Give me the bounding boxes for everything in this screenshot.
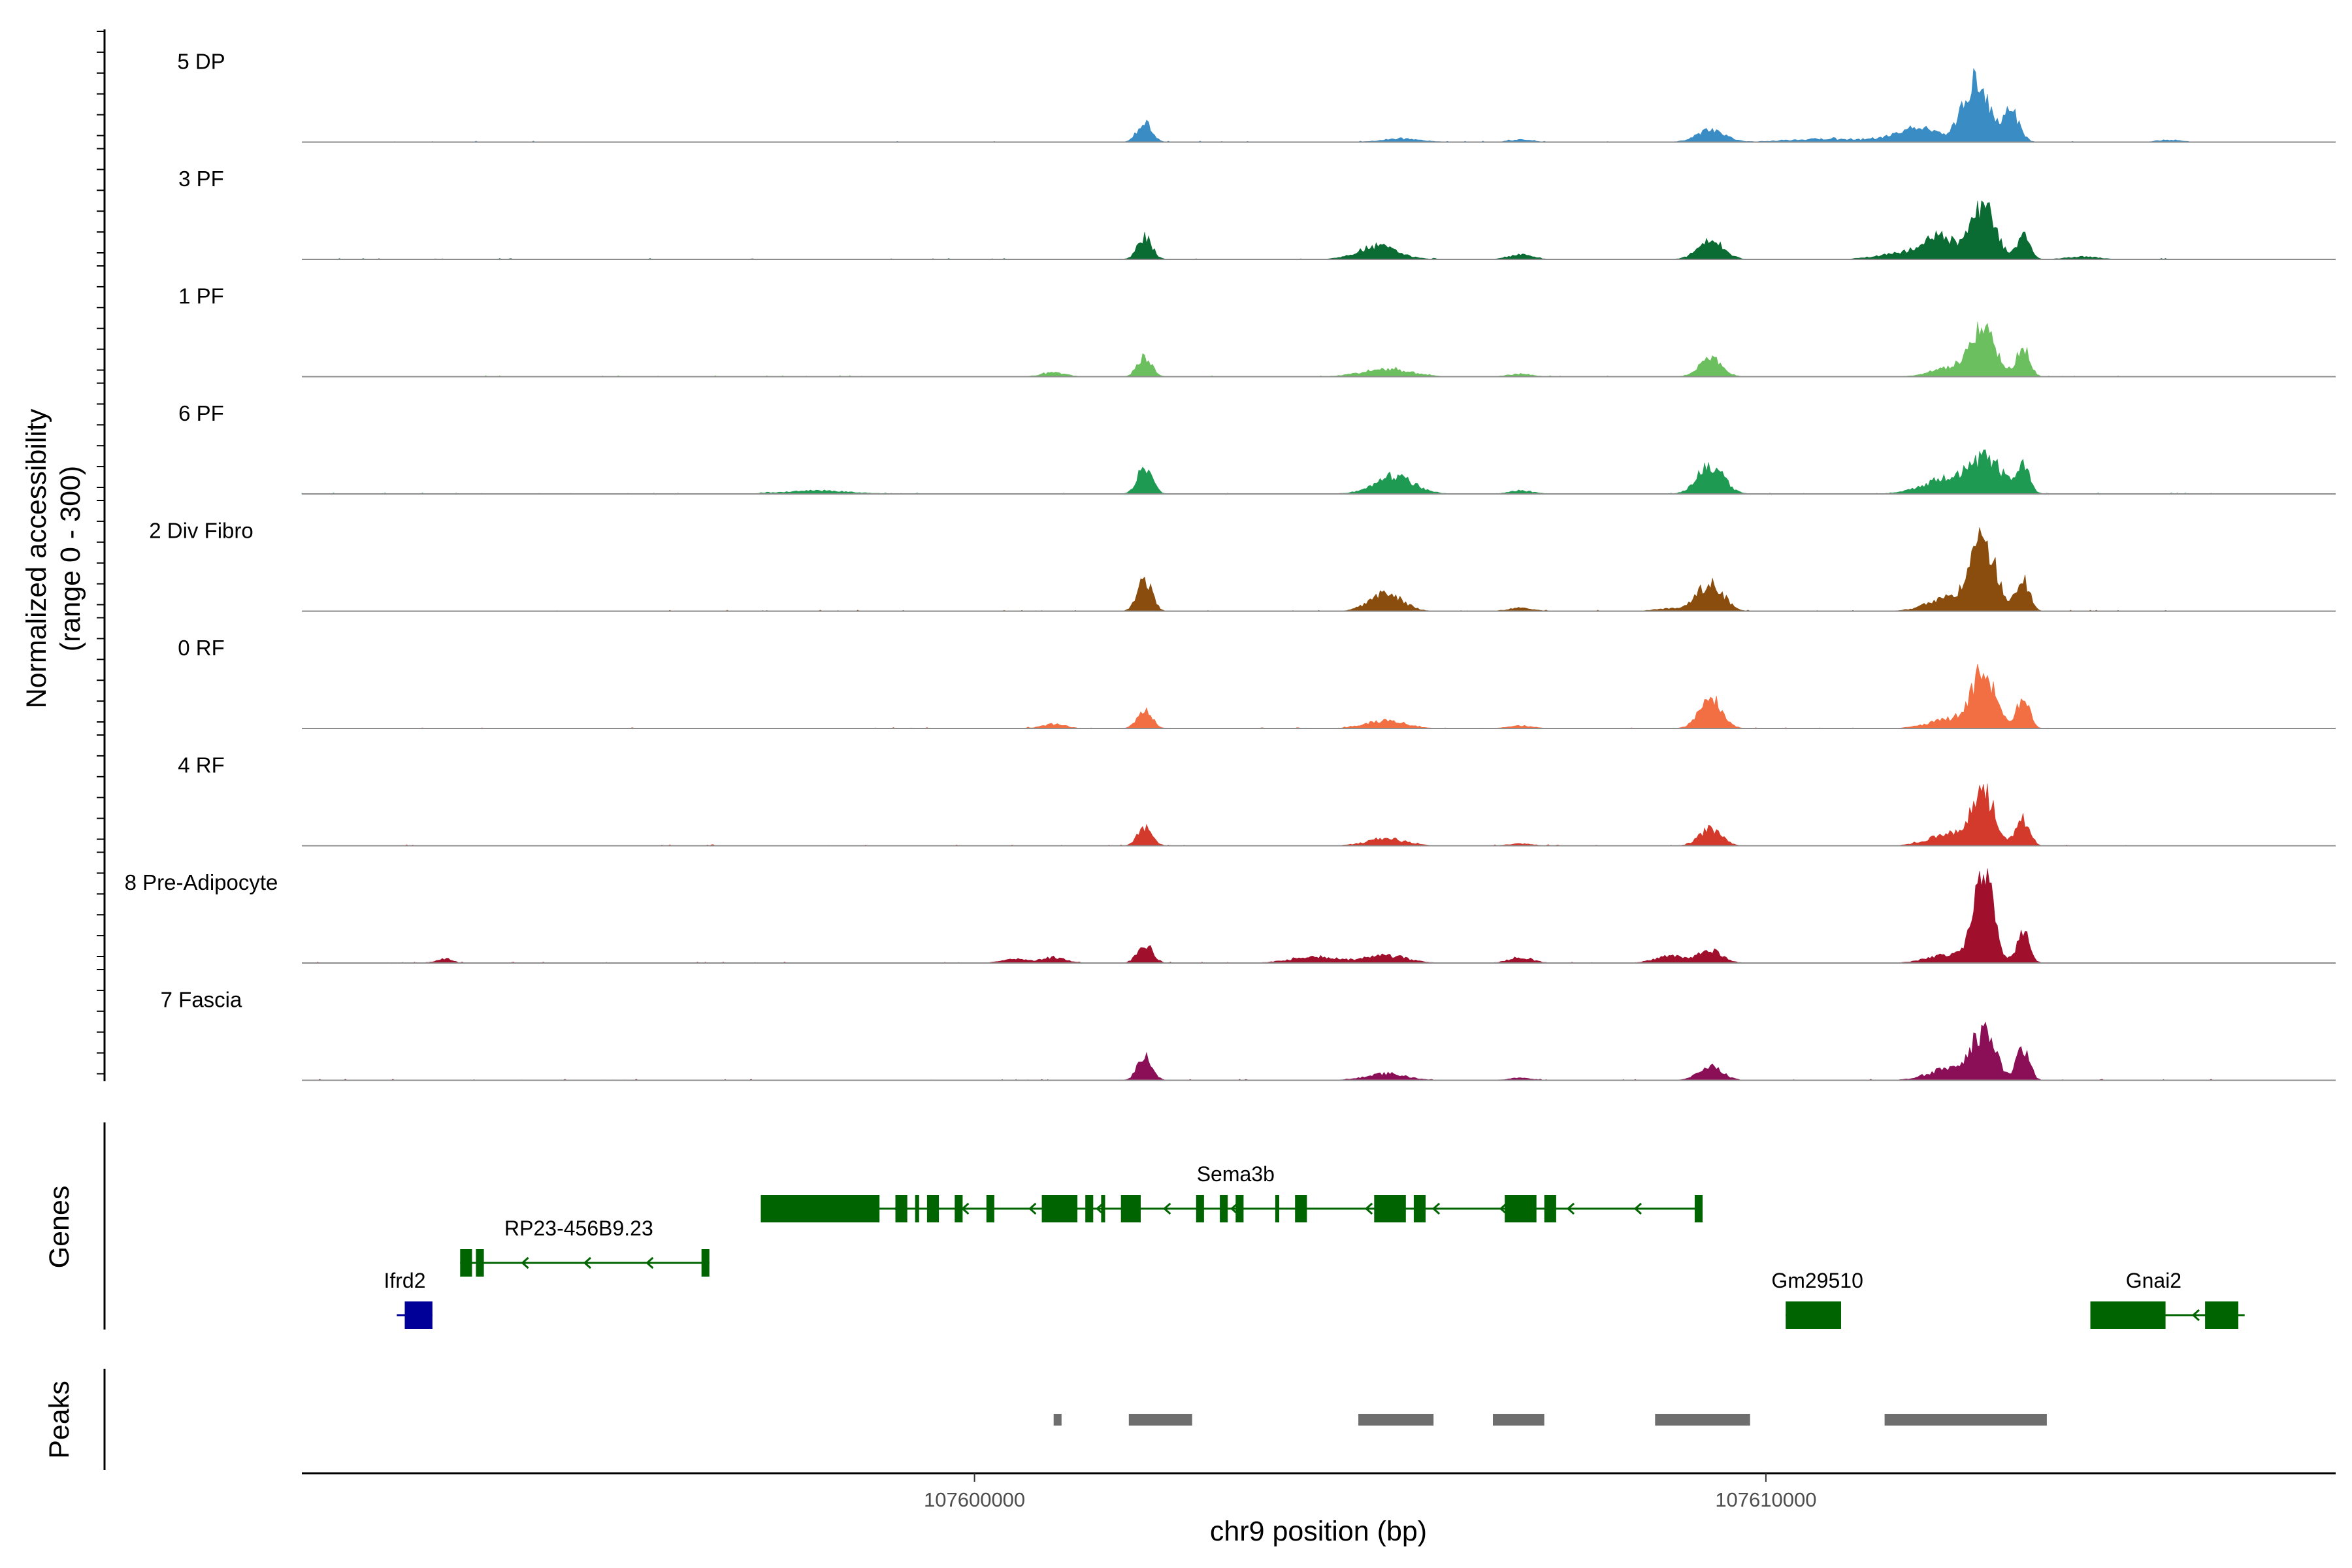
track-label: 7 Fascia [161, 988, 242, 1012]
track-label: 3 PF [178, 167, 224, 191]
gene-exon [1101, 1195, 1105, 1222]
gene-exon [915, 1195, 919, 1222]
gene-exon [926, 1195, 939, 1222]
gene-rp23-456b9-23: RP23-456B9.23 [460, 1217, 710, 1277]
strand-arrow [1028, 1202, 1037, 1215]
track-2-div-fibro: 2 Div Fibro [149, 519, 2336, 612]
track-0-rf: 0 RF [178, 636, 2336, 729]
track-label: 2 Div Fibro [149, 519, 253, 543]
track-label: 6 PF [178, 401, 224, 425]
track-label: 5 DP [177, 50, 225, 74]
x-axis-title: chr9 position (bp) [1210, 1516, 1427, 1547]
gene-exon [1374, 1195, 1406, 1222]
strand-arrow [1431, 1202, 1441, 1215]
gene-label: Ifrd2 [384, 1269, 425, 1292]
gene-exon [1085, 1195, 1094, 1222]
gene-exon [1275, 1195, 1279, 1222]
genes-panel-title: Genes [44, 1186, 75, 1269]
strand-arrow [645, 1256, 654, 1269]
strand-arrow [1096, 1202, 1104, 1215]
gene-exon [1120, 1195, 1141, 1222]
peak-region [1358, 1414, 1434, 1426]
track-label: 8 Pre-Adipocyte [125, 870, 278, 894]
gene-exon [701, 1249, 710, 1277]
track-1-pf: 1 PF [178, 284, 2336, 378]
strand-arrow [1163, 1202, 1171, 1215]
strand-arrow [1566, 1202, 1575, 1215]
gene-exon [1235, 1195, 1244, 1222]
peak-region [1493, 1414, 1544, 1426]
gene-exon [1786, 1301, 1841, 1329]
gene-exon [476, 1249, 484, 1277]
peak-region [1128, 1414, 1192, 1426]
gene-label: Gm29510 [1771, 1269, 1863, 1292]
track-6-pf: 6 PF [178, 401, 2336, 495]
y-axis-title: Normalized accessibility [21, 408, 52, 708]
coverage-tracks: 5 DP 3 PF 1 PF 6 PF 2 Div Fibro 0 RF 4 RF 8 Pre… [125, 50, 2336, 1081]
gene-annotation-track: Ifrd2 RP23-456B9.23 Sema3b Gm29510 Gnai2 [384, 1162, 2245, 1329]
gene-exon [1694, 1195, 1703, 1222]
gene-gnai2: Gnai2 [2090, 1269, 2245, 1329]
gene-exon [955, 1195, 963, 1222]
gene-gm29510: Gm29510 [1771, 1269, 1863, 1329]
coverage-area [302, 321, 2241, 377]
accessibility-y-axis [97, 29, 106, 1081]
track-4-rf: 4 RF [178, 753, 2336, 847]
strand-arrow [1499, 1202, 1508, 1215]
gene-exon [2205, 1301, 2238, 1329]
coverage-area [301, 527, 2241, 612]
coverage-area [302, 783, 2241, 846]
gene-exon [895, 1195, 907, 1222]
gene-ifrd2: Ifrd2 [384, 1269, 433, 1329]
peaks-panel-title: Peaks [44, 1380, 75, 1459]
peak-region [1884, 1414, 2047, 1426]
gene-label: Gnai2 [2126, 1269, 2181, 1292]
strand-arrow [1364, 1202, 1373, 1215]
gene-exon [404, 1301, 433, 1329]
strand-arrow [583, 1256, 592, 1269]
track-label: 1 PF [178, 284, 224, 308]
y-axis-subtitle: (range 0 - 300) [55, 466, 86, 651]
gene-exon [1505, 1195, 1537, 1222]
peaks-track [1053, 1414, 2047, 1426]
gene-exon [760, 1195, 880, 1222]
gene-exon [1544, 1195, 1556, 1222]
gene-exon [1295, 1195, 1307, 1222]
x-tick-label: 107610000 [1715, 1488, 1816, 1511]
coverage-area [301, 449, 2241, 495]
coverage-area [302, 663, 2241, 729]
track-label: 0 RF [178, 636, 225, 660]
x-axis-ticks: 107600000 107610000 [924, 1473, 1816, 1511]
coverage-area [302, 1021, 2241, 1081]
gene-exon [1196, 1195, 1204, 1222]
gene-exon [1220, 1195, 1228, 1222]
strand-arrow [521, 1256, 529, 1269]
gene-label: RP23-456B9.23 [504, 1217, 653, 1240]
gene-exon [1041, 1195, 1078, 1222]
peak-region [1655, 1414, 1750, 1426]
gene-exon [1413, 1195, 1426, 1222]
x-tick-label: 107600000 [924, 1488, 1025, 1511]
strand-arrow [2191, 1309, 2200, 1322]
gene-exon [460, 1249, 472, 1277]
strand-arrow [1633, 1202, 1642, 1215]
coverage-area [302, 68, 2241, 142]
gene-exon [986, 1195, 994, 1222]
strand-arrow [1230, 1202, 1239, 1215]
track-3-pf: 3 PF [178, 167, 2336, 260]
track-8-pre-adipocyte: 8 Pre-Adipocyte [125, 868, 2336, 964]
peak-region [1053, 1414, 1062, 1426]
coverage-area [302, 868, 2241, 964]
coverage-area [302, 200, 2241, 260]
track-5-dp: 5 DP [177, 50, 2336, 143]
gene-exon [2090, 1301, 2166, 1329]
gene-sema3b: Sema3b [760, 1162, 1703, 1222]
gene-label: Sema3b [1197, 1162, 1275, 1186]
strand-arrow [961, 1202, 970, 1215]
track-7-fascia: 7 Fascia [161, 988, 2336, 1081]
track-label: 4 RF [178, 753, 225, 777]
